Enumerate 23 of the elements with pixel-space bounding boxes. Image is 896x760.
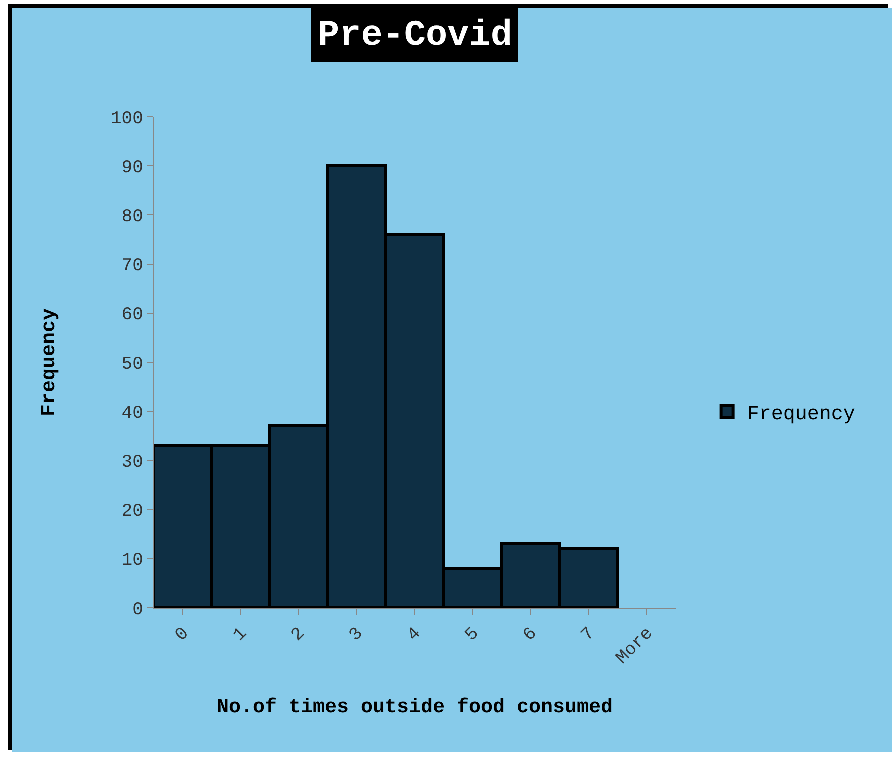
chart-title: Pre-Covid xyxy=(318,15,512,56)
x-tick-label: 1 xyxy=(230,624,252,646)
y-tick-label: 50 xyxy=(122,354,144,375)
x-tick-label: 4 xyxy=(404,624,426,646)
y-tick-label: 70 xyxy=(122,256,144,277)
x-axis-title: No.of times outside food consumed xyxy=(216,696,614,720)
y-tick-label: 40 xyxy=(122,404,144,424)
y-tick-label: 10 xyxy=(122,551,144,572)
y-tick-label: 80 xyxy=(122,208,144,228)
legend-label: Frequency xyxy=(747,403,856,426)
x-tick-label: 3 xyxy=(346,624,368,646)
y-tick-label: 100 xyxy=(110,109,144,130)
y-tick-label: 20 xyxy=(122,502,144,522)
y-tick-label: 30 xyxy=(122,453,144,473)
y-tick-label: 90 xyxy=(122,158,144,178)
x-tick-label: 6 xyxy=(520,624,542,646)
x-tick-label: 2 xyxy=(288,624,310,646)
y-tick-label: 0 xyxy=(132,600,144,620)
y-tick-label: 60 xyxy=(122,306,144,326)
x-tick-label: 5 xyxy=(462,624,484,646)
y-axis-title: Frequency xyxy=(38,308,62,417)
x-tick-label: 7 xyxy=(578,624,600,646)
x-tick-label: 0 xyxy=(172,624,194,646)
